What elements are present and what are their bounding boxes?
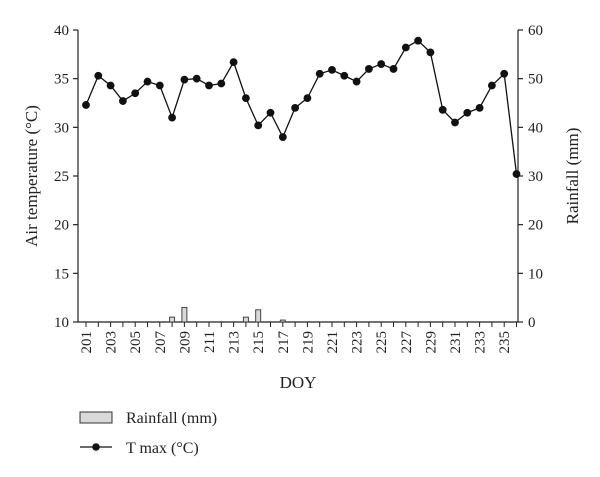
x-axis-ticks: 201 203 205 207 209 211 213 215 217 219 221 223 225 2…	[79, 322, 517, 354]
x-tick-label: 235	[497, 331, 513, 354]
right-axis-title: Rainfall (mm)	[563, 128, 582, 225]
tmax-point	[426, 48, 435, 57]
rainfall-bar	[279, 319, 286, 323]
x-tick-label: 215	[251, 331, 267, 354]
tmax-line-series	[82, 36, 521, 178]
tmax-point	[352, 77, 361, 86]
x-tick-label: 233	[473, 331, 489, 354]
x-tick-label: 213	[227, 331, 243, 354]
left-tick-label: 40	[54, 23, 69, 39]
tmax-point	[217, 79, 226, 88]
right-tick-label: 10	[528, 266, 543, 282]
x-tick-label: 227	[399, 331, 415, 354]
x-tick-label: 229	[423, 331, 439, 354]
tmax-point	[512, 170, 521, 178]
tmax-point	[365, 65, 373, 73]
tmax-point	[291, 103, 299, 112]
tmax-point	[278, 133, 287, 141]
left-tick-label: 30	[54, 120, 69, 136]
tmax-point	[377, 60, 386, 68]
tmax-point	[340, 71, 349, 80]
x-tick-label: 211	[202, 331, 218, 353]
legend-rainfall-label: Rainfall (mm)	[126, 410, 217, 427]
tmax-point	[500, 69, 509, 78]
rainfall-bar	[169, 316, 176, 323]
x-tick-label: 217	[276, 331, 292, 354]
tmax-point	[303, 94, 312, 103]
x-tick-label: 223	[350, 331, 366, 354]
tmax-line	[85, 39, 518, 175]
tmax-point	[266, 108, 275, 117]
tmax-point	[229, 58, 238, 67]
x-tick-label: 201	[79, 331, 95, 354]
rainfall-bars	[169, 306, 286, 323]
x-tick-label: 203	[104, 331, 120, 354]
right-tick-label: 20	[528, 218, 543, 234]
right-tick-label: 40	[528, 120, 543, 136]
right-axis-ticks: 0 10 20 30 40 50 60	[518, 23, 543, 331]
tmax-point	[438, 105, 447, 114]
left-tick-label: 25	[54, 169, 69, 185]
tmax-point	[451, 118, 459, 127]
tmax-point	[106, 81, 115, 90]
rainfall-bar	[242, 316, 249, 323]
left-tick-label: 20	[54, 218, 69, 234]
x-tick-label: 231	[448, 331, 464, 354]
tmax-point	[242, 94, 250, 103]
legend-rainfall-swatch	[79, 411, 113, 424]
left-axis-ticks: 10 15 20 25 30 35 40	[54, 23, 78, 331]
x-tick-label: 205	[128, 331, 144, 354]
x-tick-label: 225	[374, 331, 390, 354]
legend-tmax-label: T max (°C)	[126, 440, 199, 457]
tmax-point	[131, 89, 140, 98]
right-axis: 0 10 20 30 40 50 60	[517, 23, 543, 331]
left-axis-title: Air temperature (°C)	[22, 105, 41, 247]
tmax-point	[463, 108, 472, 117]
left-tick-label: 15	[54, 266, 69, 282]
left-axis: 10 15 20 25 30 35 40	[54, 23, 79, 331]
tmax-point	[254, 121, 263, 130]
tmax-point	[475, 103, 484, 112]
legend-tmax-marker	[92, 443, 100, 451]
tmax-point	[180, 75, 189, 84]
x-axis: 201 203 205 207 209 211 213 215 217 219 221 223 225 2…	[78, 321, 518, 354]
tmax-point	[82, 101, 90, 109]
tmax-point	[143, 77, 152, 86]
legend: Rainfall (mm) T max (°C)	[79, 410, 217, 457]
right-tick-label: 0	[528, 315, 536, 331]
x-tick-label: 207	[153, 331, 169, 354]
x-axis-title: DOY	[280, 373, 317, 392]
right-tick-label: 50	[528, 72, 543, 88]
left-tick-label: 35	[54, 72, 69, 88]
tmax-point	[119, 97, 127, 105]
x-tick-label: 209	[177, 331, 193, 354]
rainfall-bar	[181, 306, 188, 323]
tmax-point	[315, 69, 324, 78]
left-tick-label: 10	[54, 315, 69, 331]
tmax-point	[488, 81, 496, 90]
right-tick-label: 60	[528, 23, 543, 39]
tmax-point	[192, 74, 201, 83]
tmax-point	[414, 36, 422, 45]
tmax-point	[205, 81, 213, 90]
rainfall-bar	[255, 309, 262, 323]
x-tick-label: 219	[300, 331, 316, 354]
tmax-point	[328, 66, 336, 74]
right-tick-label: 30	[528, 169, 543, 185]
tmax-point	[94, 71, 103, 80]
tmax-point	[401, 43, 410, 52]
tmax-point	[168, 113, 177, 122]
tmax-point	[155, 81, 164, 90]
x-tick-label: 221	[325, 331, 341, 354]
tmax-point	[389, 65, 398, 73]
